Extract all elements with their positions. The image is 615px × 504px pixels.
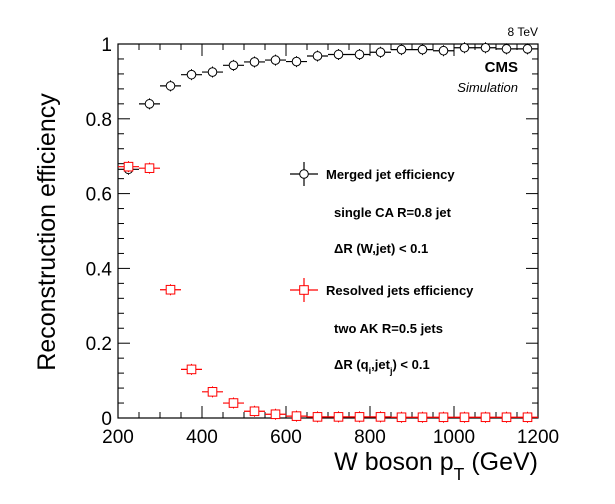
data-point: [396, 44, 407, 55]
y-axis-title: Reconstruction efficiency: [33, 93, 61, 371]
series-1: [118, 161, 538, 423]
data-point: [438, 45, 449, 56]
data-point: [312, 51, 323, 61]
data-point: [459, 42, 470, 53]
legend-subline: ΔR (qi,jetj) < 0.1: [334, 357, 430, 376]
data-point: [459, 412, 470, 423]
legend-label: Resolved jets efficiency: [326, 283, 474, 298]
data-point: [123, 161, 134, 172]
x-tick-label: 600: [270, 427, 302, 448]
experiment-sublabel: Simulation: [457, 80, 518, 95]
data-point: [312, 412, 323, 422]
legend-marker: [299, 285, 309, 295]
data-point: [186, 364, 197, 375]
energy-label: 8 TeV: [508, 25, 538, 39]
data-point: [522, 412, 533, 423]
experiment-label: CMS: [485, 59, 518, 76]
data-point: [480, 412, 491, 423]
data-point: [228, 60, 239, 71]
plot-frame: [117, 43, 539, 419]
x-tick-label: 1000: [433, 427, 475, 448]
data-point: [291, 411, 302, 421]
x-tick-label: 400: [186, 427, 218, 448]
y-tick-label: 0.8: [86, 110, 112, 131]
y-tick-label: 0.2: [86, 334, 112, 355]
data-point: [144, 163, 155, 173]
data-point: [270, 409, 281, 420]
legend-subline: single CA R=0.8 jet: [334, 205, 452, 220]
data-point: [480, 42, 491, 53]
data-point: [354, 49, 365, 60]
y-tick-label: 0: [101, 409, 112, 430]
data-point: [417, 412, 428, 423]
legend-subline: ΔR (W,jet) < 0.1: [334, 241, 428, 256]
y-tick-label: 0.4: [86, 259, 113, 280]
data-point: [333, 412, 344, 422]
y-tick-label: 1: [101, 35, 112, 56]
data-point: [291, 56, 302, 67]
data-point: [501, 44, 512, 54]
data-point: [207, 67, 218, 77]
data-point: [396, 412, 407, 423]
x-axis-title: W boson pT (GeV): [334, 448, 538, 484]
x-tick-label: 200: [102, 427, 134, 448]
data-point: [333, 49, 344, 60]
data-point: [375, 47, 386, 58]
data-point: [165, 284, 176, 295]
y-tick-label: 0.6: [86, 185, 112, 206]
legend-marker: [299, 169, 309, 179]
data-point: [501, 412, 512, 423]
data-point: [417, 44, 428, 55]
data-point: [522, 44, 533, 54]
series-0: [118, 42, 538, 175]
data-point: [354, 412, 365, 422]
data-point: [207, 387, 218, 397]
data-point: [249, 57, 260, 67]
data-point: [270, 55, 281, 65]
data-point: [165, 81, 176, 91]
data-point: [186, 69, 197, 80]
data-point: [375, 412, 386, 422]
legend-subline: two AK R=0.5 jets: [334, 321, 443, 336]
x-tick-label: 800: [354, 427, 386, 448]
data-point: [249, 406, 260, 417]
data-point: [144, 99, 155, 109]
data-point: [438, 412, 449, 423]
data-point: [228, 398, 239, 408]
x-tick-label: 1200: [517, 427, 559, 448]
legend-label: Merged jet efficiency: [326, 167, 455, 182]
